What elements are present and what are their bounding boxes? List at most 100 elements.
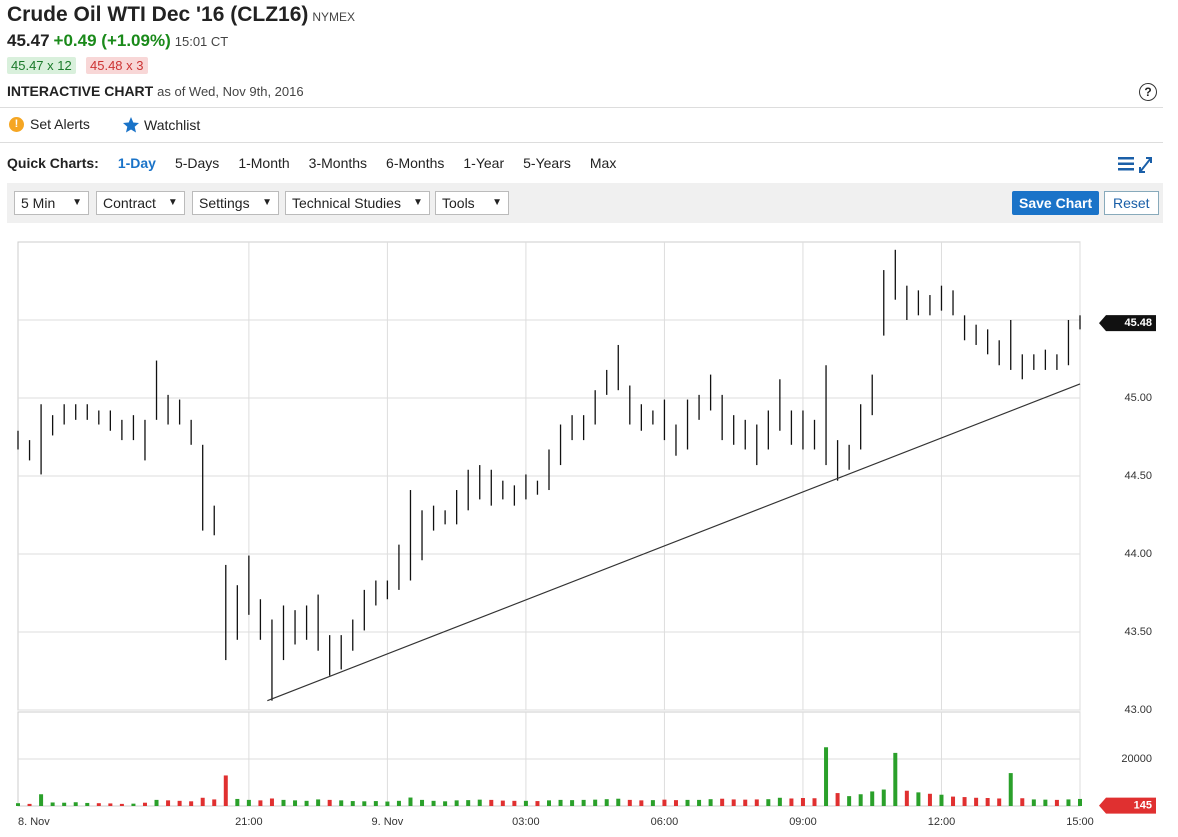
x-tick-label: 03:00 [512,816,540,828]
volume-bar [570,800,575,806]
volume-bar [443,801,448,806]
exchange: NYMEX [312,10,356,24]
volume-bar [293,800,298,806]
last-price-tag [1099,315,1156,332]
volume-bar [893,752,898,806]
dropdown[interactable]: Technical Studies ▼ [285,191,430,215]
dropdown-arrow: ▼ [262,197,272,208]
volume-bar [1078,798,1082,806]
help-button[interactable]: ? [1139,83,1157,101]
x-tick-label: 21:00 [235,816,263,828]
last-volume-label: 145 [1134,800,1152,812]
volume-bar [235,798,240,806]
volume-bar [50,802,55,806]
star-icon [123,117,139,133]
bid: 45.47 x 12 [7,57,76,74]
volume-bar [200,797,205,806]
volume-bar [39,794,44,806]
dropdown-label: Settings [199,195,250,211]
range-option[interactable]: 3-Months [308,155,368,171]
range-option[interactable]: Max [589,155,617,171]
volume-bar [650,800,655,806]
volume-bar [339,800,344,806]
volume-bar [766,799,771,806]
volume-bar [1043,799,1048,806]
volume-bar [904,790,909,806]
dropdown-arrow: ▼ [492,197,502,208]
watchlist-text: Watchlist [144,117,201,133]
range-option[interactable]: 1-Day [117,155,156,171]
dropdown-arrow: ▼ [167,197,178,208]
watchlist[interactable]: Watchlist [122,116,200,134]
dropdown-label: Contract [103,195,156,211]
alerts-text: Set Alerts [30,116,90,132]
trendline [267,383,1081,702]
dropdown[interactable]: Settings ▼ [192,191,279,215]
volume-bar [916,792,921,806]
range-option[interactable]: 1-Year [463,155,505,171]
volume-bar [1031,799,1036,806]
volume-bar [974,797,979,806]
range-option[interactable]: 1-Month [238,155,290,171]
volume-bar [523,800,528,806]
range-option[interactable]: 5-Years [523,155,571,171]
volume-bar [835,793,840,806]
dropdown[interactable]: Tools ▼ [435,191,509,215]
dropdown-label: 5 Min [21,195,56,211]
x-tick-label: 15:00 [1066,816,1094,828]
dropdown-arrow: ▼ [412,197,423,208]
dropdown[interactable]: 5 Min ▼ [14,191,89,215]
volume-bar [743,799,748,806]
volume-bar [789,798,794,806]
volume-bar [1020,798,1025,806]
volume-bar [108,803,113,806]
volume-bar [1008,773,1013,806]
dropdown-label: Tools [442,195,475,211]
y-tick-label: 43.00 [1124,704,1152,716]
dropdown[interactable]: Contract ▼ [96,191,185,215]
last-price-label: 45.48 [1124,317,1152,329]
y-tick-label: 43.50 [1124,626,1152,638]
volume-bar [85,802,90,806]
title-text: Crude Oil WTI Dec '16 (CLZ16) [7,3,309,26]
volume-bar [420,799,425,806]
volume-bar [662,799,667,806]
volume-bar [627,799,632,806]
volume-bar [477,799,482,806]
volume-bar [177,800,182,806]
title: Crude Oil WTI Dec '16 (CLZ16) NYMEX [7,3,355,27]
volume-bar [373,801,378,806]
range-option[interactable]: 6-Months [386,155,445,171]
volume-bar [362,801,367,806]
set-alerts[interactable]: ! Set Alerts [9,116,90,132]
volume-bar [396,800,401,806]
menu-icons[interactable] [1116,152,1156,176]
volume-bar [62,802,67,806]
volume-bar [154,799,159,806]
volume-bar [547,800,551,806]
volume-bar [951,796,956,806]
save-button[interactable]: Save Chart [1012,191,1100,215]
volume-bar [535,801,540,806]
volume-bar [96,803,101,806]
quote: 45.47 +0.49 (+1.09%) 15:01 CT [7,31,228,51]
dropdown-label: Technical Studies [292,195,401,211]
volume-bar [720,798,725,806]
volume-bar [1066,799,1071,806]
volume-bar [1054,799,1059,806]
volume-bar [454,800,459,806]
volume-bar [189,801,194,806]
volume-bar [316,799,321,806]
volume-bar [385,801,390,806]
y-tick-label: 45.00 [1124,392,1152,404]
volume-bar [639,800,644,806]
range-option[interactable]: 5-Days [174,155,220,171]
reset-button[interactable]: Reset [1104,191,1159,215]
y-tick-label: 44.00 [1124,548,1152,560]
price-panel [17,241,1081,711]
volume-bar [16,803,20,806]
volume-bar [593,799,598,806]
quick-charts: Quick Charts: 1-Day 5-Days 1-Month 3-Months 6… [7,155,616,171]
x-tick-label: 9. Nov [371,816,403,828]
